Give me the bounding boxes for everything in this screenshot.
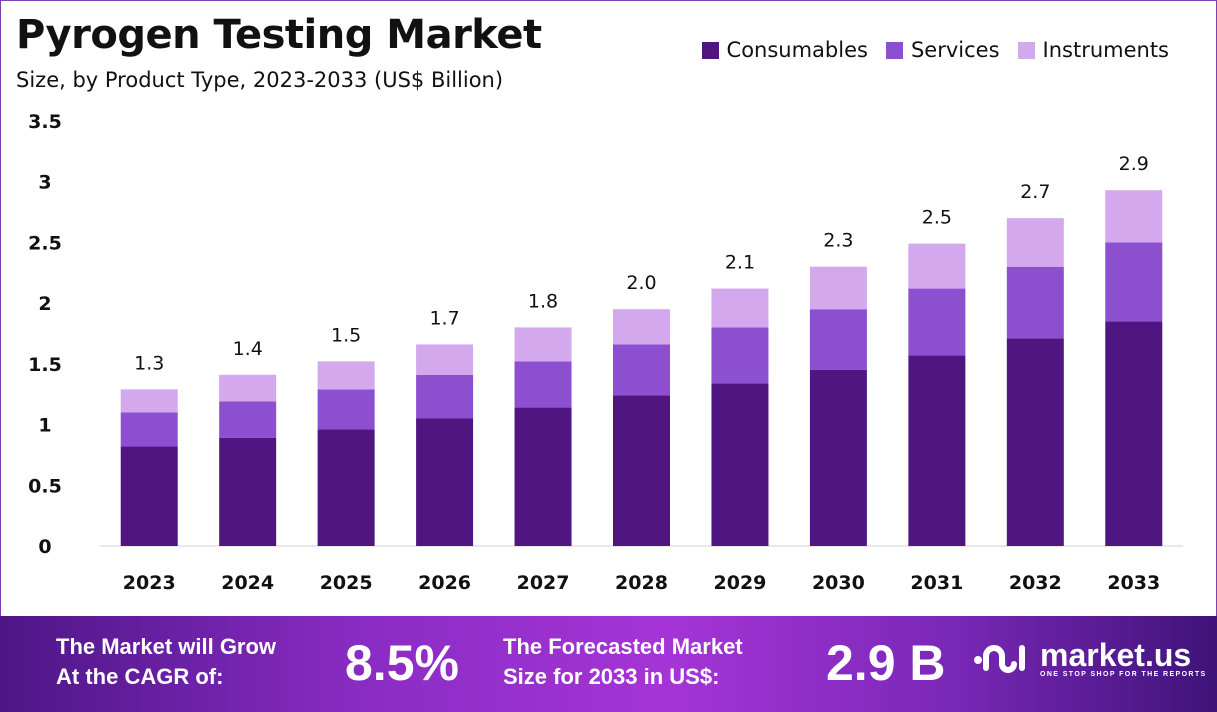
total-data-label: 1.8 xyxy=(528,290,558,312)
logo-tagline: ONE STOP SHOP FOR THE REPORTS xyxy=(1040,670,1207,678)
cagr-label: The Market will Grow At the CAGR of: xyxy=(56,632,276,692)
x-tick-label: 2025 xyxy=(320,572,373,594)
cagr-label-line2: At the CAGR of: xyxy=(56,664,224,689)
bar-segment-services xyxy=(416,374,474,419)
forecast-label-line2: Size for 2033 in US$: xyxy=(503,664,720,689)
bar-chart: 0 0.5 1 1.5 2 2.5 3 3.5 1.3 2023 1.4 2024 1.5 2025 1.7… xyxy=(28,111,1183,594)
bar-segment-instruments xyxy=(514,327,572,362)
x-tick-label: 2026 xyxy=(418,572,471,594)
legend-label: Consumables xyxy=(726,38,868,62)
bar-segment-consumables xyxy=(514,407,572,546)
forecast-label-line1: The Forecasted Market xyxy=(503,634,743,659)
bar-segment-consumables xyxy=(1105,321,1163,546)
total-data-label: 1.7 xyxy=(429,307,459,329)
legend-item-services: Services xyxy=(885,38,1000,62)
x-tick-label: 2024 xyxy=(221,572,274,594)
x-tick-label: 2023 xyxy=(123,572,176,594)
y-tick-label: 0.5 xyxy=(28,475,62,497)
total-data-label: 2.3 xyxy=(823,230,853,252)
bar-segment-instruments xyxy=(219,374,277,402)
bar-segment-consumables xyxy=(120,446,178,546)
legend: Consumables Services Instruments xyxy=(701,38,1169,62)
bar-segment-instruments xyxy=(317,361,375,390)
forecast-label: The Forecasted Market Size for 2033 in U… xyxy=(503,632,743,692)
bar-segment-consumables xyxy=(613,395,670,546)
bar-segment-services xyxy=(1006,266,1064,339)
y-tick-label: 1.5 xyxy=(28,354,62,376)
legend-item-consumables: Consumables xyxy=(701,38,868,62)
bar-segment-instruments xyxy=(1006,218,1064,267)
bar-segment-instruments xyxy=(908,243,966,289)
bar-segment-services xyxy=(613,344,670,396)
bar-segment-services xyxy=(1105,242,1163,322)
bar-segment-instruments xyxy=(711,288,769,328)
bar-segment-consumables xyxy=(317,429,375,546)
logo-icon xyxy=(974,645,1025,673)
y-tick-label: 3.5 xyxy=(28,111,62,133)
bar-segment-services xyxy=(120,412,178,447)
total-data-label: 1.3 xyxy=(134,352,164,374)
bar-segment-services xyxy=(908,288,966,356)
total-data-label: 1.4 xyxy=(233,338,263,360)
legend-item-instruments: Instruments xyxy=(1017,38,1169,62)
bar-segment-instruments xyxy=(416,344,474,375)
x-tick-label: 2029 xyxy=(714,572,767,594)
legend-swatch xyxy=(885,41,903,59)
cagr-label-line1: The Market will Grow xyxy=(56,634,277,659)
bar-segment-instruments xyxy=(809,266,867,310)
bar-segment-consumables xyxy=(908,355,966,546)
total-data-label: 2.0 xyxy=(626,272,656,294)
bar-segment-consumables xyxy=(711,383,769,546)
y-tick-label: 0 xyxy=(38,536,51,558)
footer-banner: The Market will Grow At the CAGR of: 8.5… xyxy=(0,616,1217,712)
total-data-label: 2.1 xyxy=(725,252,755,274)
x-tick-label: 2028 xyxy=(615,572,668,594)
total-data-label: 2.7 xyxy=(1020,181,1050,203)
bar-segment-consumables xyxy=(1006,338,1064,546)
chart-subtitle: Size, by Product Type, 2023-2033 (US$ Bi… xyxy=(16,68,504,92)
legend-label: Services xyxy=(910,38,1000,62)
bar-segment-services xyxy=(711,327,769,384)
bar-segment-instruments xyxy=(613,309,670,345)
y-tick-label: 3 xyxy=(38,172,51,194)
chart-title: Pyrogen Testing Market xyxy=(16,12,542,58)
total-data-label: 2.5 xyxy=(922,207,952,229)
x-tick-label: 2027 xyxy=(517,572,570,594)
logo-text: market.us xyxy=(1040,636,1192,673)
marketus-logo: market.us ONE STOP SHOP FOR THE REPORTS xyxy=(972,638,1207,678)
total-data-label: 1.5 xyxy=(331,324,361,346)
cagr-value: 8.5% xyxy=(345,635,459,691)
x-tick-label: 2030 xyxy=(812,572,865,594)
y-tick-label: 2 xyxy=(38,293,51,315)
bar-segment-services xyxy=(317,389,375,430)
bar-segment-instruments xyxy=(1105,190,1163,243)
bar-segment-services xyxy=(809,309,867,370)
x-tick-label: 2032 xyxy=(1009,572,1062,594)
bar-segment-services xyxy=(219,401,277,438)
legend-swatch xyxy=(1017,41,1035,59)
x-tick-label: 2033 xyxy=(1107,572,1160,594)
bar-segment-consumables xyxy=(219,437,277,546)
bar-segment-services xyxy=(514,361,572,408)
legend-swatch xyxy=(701,41,719,59)
y-tick-label: 2.5 xyxy=(28,232,62,254)
total-data-label: 2.9 xyxy=(1119,153,1149,175)
bar-segment-consumables xyxy=(809,369,867,546)
bar-segment-instruments xyxy=(120,389,178,413)
legend-label: Instruments xyxy=(1042,38,1169,62)
y-tick-label: 1 xyxy=(38,415,51,437)
bar-segment-consumables xyxy=(416,418,474,546)
forecast-value: 2.9 B xyxy=(826,635,946,691)
x-tick-label: 2031 xyxy=(910,572,963,594)
